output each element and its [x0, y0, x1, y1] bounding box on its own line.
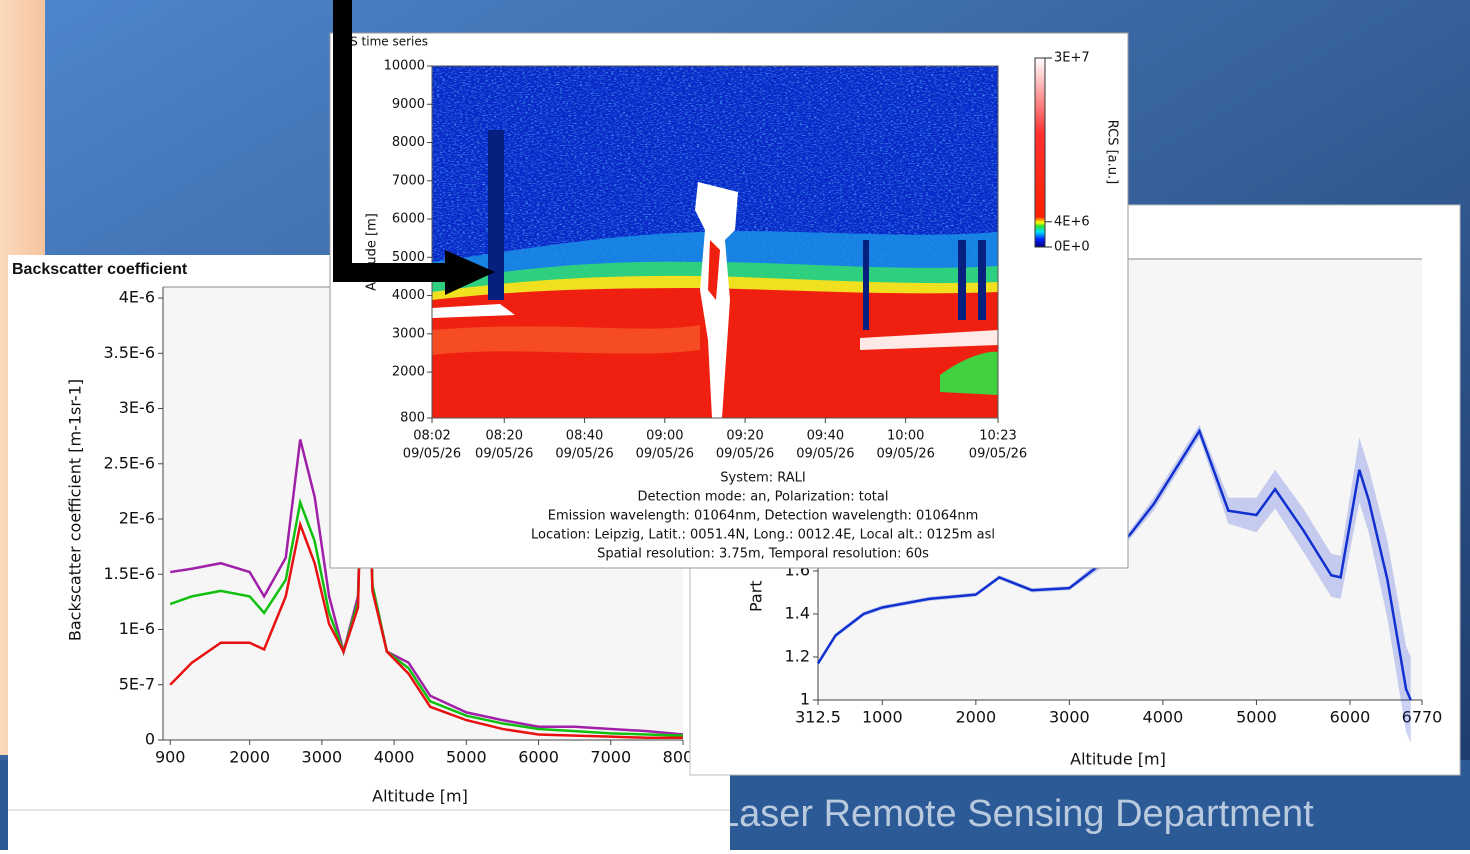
caption-line: Location: Leipzig, Latit.: 0051.4N, Long… [531, 528, 995, 543]
plot-frame [431, 65, 999, 419]
rcs-cloud [708, 240, 720, 300]
x-tick-date: 09/05/26 [969, 447, 1027, 462]
x-tick-label: 7000 [590, 748, 631, 767]
x-tick-label: 6000 [1330, 708, 1371, 727]
x-axis-label: Altitude [m] [1070, 750, 1166, 769]
x-tick-label: 1000 [862, 708, 903, 727]
chart-title: RCS time series [334, 35, 428, 49]
caption-line: System: RALI [720, 471, 805, 486]
y-tick-label: 0 [145, 730, 155, 749]
caption-line: Emission wavelength: 01064nm, Detection … [548, 509, 979, 524]
y-tick-label: 2.5E-6 [103, 453, 155, 472]
rcs-streak [978, 240, 986, 320]
x-tick-label: 08:40 [566, 429, 603, 444]
x-tick-label: 5000 [446, 748, 487, 767]
colorbar-label: RCS [a.u.] [1105, 120, 1120, 184]
x-tick-label: 2000 [229, 748, 270, 767]
y-tick-label: 10000 [384, 59, 425, 74]
y-tick-label: 7000 [392, 173, 425, 188]
chart-title: Backscatter coefficient [12, 261, 188, 278]
caption-line: Detection mode: an, Polarization: total [638, 490, 889, 505]
arrow-head [445, 250, 495, 295]
x-tick-label: 09:00 [646, 429, 683, 444]
caption-line: Spatial resolution: 3.75m, Temporal reso… [597, 547, 929, 562]
rcs-streak [958, 240, 966, 320]
y-tick-label: 9000 [392, 97, 425, 112]
y-tick-label: 1.5E-6 [103, 564, 155, 583]
x-tick-date: 09/05/26 [403, 447, 461, 462]
x-axis-label: Altitude [m] [372, 787, 468, 806]
arrow-shaft [333, 0, 352, 282]
y-tick-label: 4000 [392, 288, 425, 303]
rcs-image [432, 66, 998, 418]
rcs-streak [863, 240, 869, 330]
y-tick-label: 5000 [392, 250, 425, 265]
y-tick-label: 8000 [392, 135, 425, 150]
x-tick-label: 08:20 [486, 429, 523, 444]
y-axis-label: Part [747, 580, 766, 612]
x-tick-date: 09/05/26 [716, 447, 774, 462]
x-tick-date: 09/05/26 [796, 447, 854, 462]
colorbar-tick-label: 3E+7 [1054, 51, 1090, 66]
rcs-cloud [695, 182, 738, 418]
y-tick-label: 3E-6 [119, 398, 155, 417]
x-tick-label: 900 [155, 748, 186, 767]
x-tick-label: 09:20 [726, 429, 763, 444]
arrow-shaft [333, 263, 453, 282]
rcs-streak [488, 130, 504, 300]
y-tick-label: 4E-6 [119, 288, 155, 307]
y-tick-label: 1.2 [785, 646, 810, 665]
y-tick-label: 1 [800, 690, 810, 709]
x-tick-label: 312.5 [795, 708, 841, 727]
y-tick-label: 1E-6 [119, 619, 155, 638]
x-tick-label: 10:00 [887, 429, 924, 444]
y-tick-label: 5E-7 [119, 674, 155, 693]
y-tick-label: 2E-6 [119, 509, 155, 528]
x-tick-label: 4000 [1143, 708, 1184, 727]
y-axis-label: Backscatter coefficient [m-1sr-1] [66, 379, 85, 641]
x-tick-label: 6770 [1402, 708, 1443, 727]
rcs-spot [860, 330, 998, 350]
y-tick-label: 3000 [392, 326, 425, 341]
rcs-spot [432, 304, 515, 318]
x-tick-label: 09:40 [807, 429, 844, 444]
rcs-panel: 800 2000 3000 4000 5000 6000 7000 8000 9000 10000… [329, 32, 1129, 569]
y-tick-label: 1.4 [785, 603, 810, 622]
colorbar-tick-label: 0E+0 [1054, 240, 1090, 255]
x-tick-label: 10:23 [979, 429, 1016, 444]
colorbar-tick-label: 4E+6 [1054, 214, 1090, 229]
x-tick-label: 3000 [302, 748, 343, 767]
colorbar [1034, 57, 1046, 248]
y-tick-label: 2000 [392, 365, 425, 380]
x-tick-date: 09/05/26 [555, 447, 613, 462]
x-tick-label: 3000 [1049, 708, 1090, 727]
footer-text: Laser Remote Sensing Department [718, 793, 1314, 835]
x-tick-date: 09/05/26 [636, 447, 694, 462]
x-tick-label: 2000 [955, 708, 996, 727]
data-line [816, 428, 1412, 701]
uncertainty-band [818, 424, 1411, 744]
pointer-arrow [333, 0, 495, 295]
y-tick-label: 3.5E-6 [103, 343, 155, 362]
x-tick-date: 09/05/26 [475, 447, 533, 462]
rcs-patch [940, 351, 998, 395]
y-tick-label: 6000 [392, 212, 425, 227]
rcs-layer [432, 325, 700, 355]
y-tick-label: 800 [400, 411, 425, 426]
x-tick-date: 09/05/26 [876, 447, 934, 462]
x-tick-label: 6000 [518, 748, 559, 767]
x-tick-label: 08:02 [413, 429, 450, 444]
x-tick-label: 5000 [1236, 708, 1277, 727]
x-tick-label: 4000 [374, 748, 415, 767]
